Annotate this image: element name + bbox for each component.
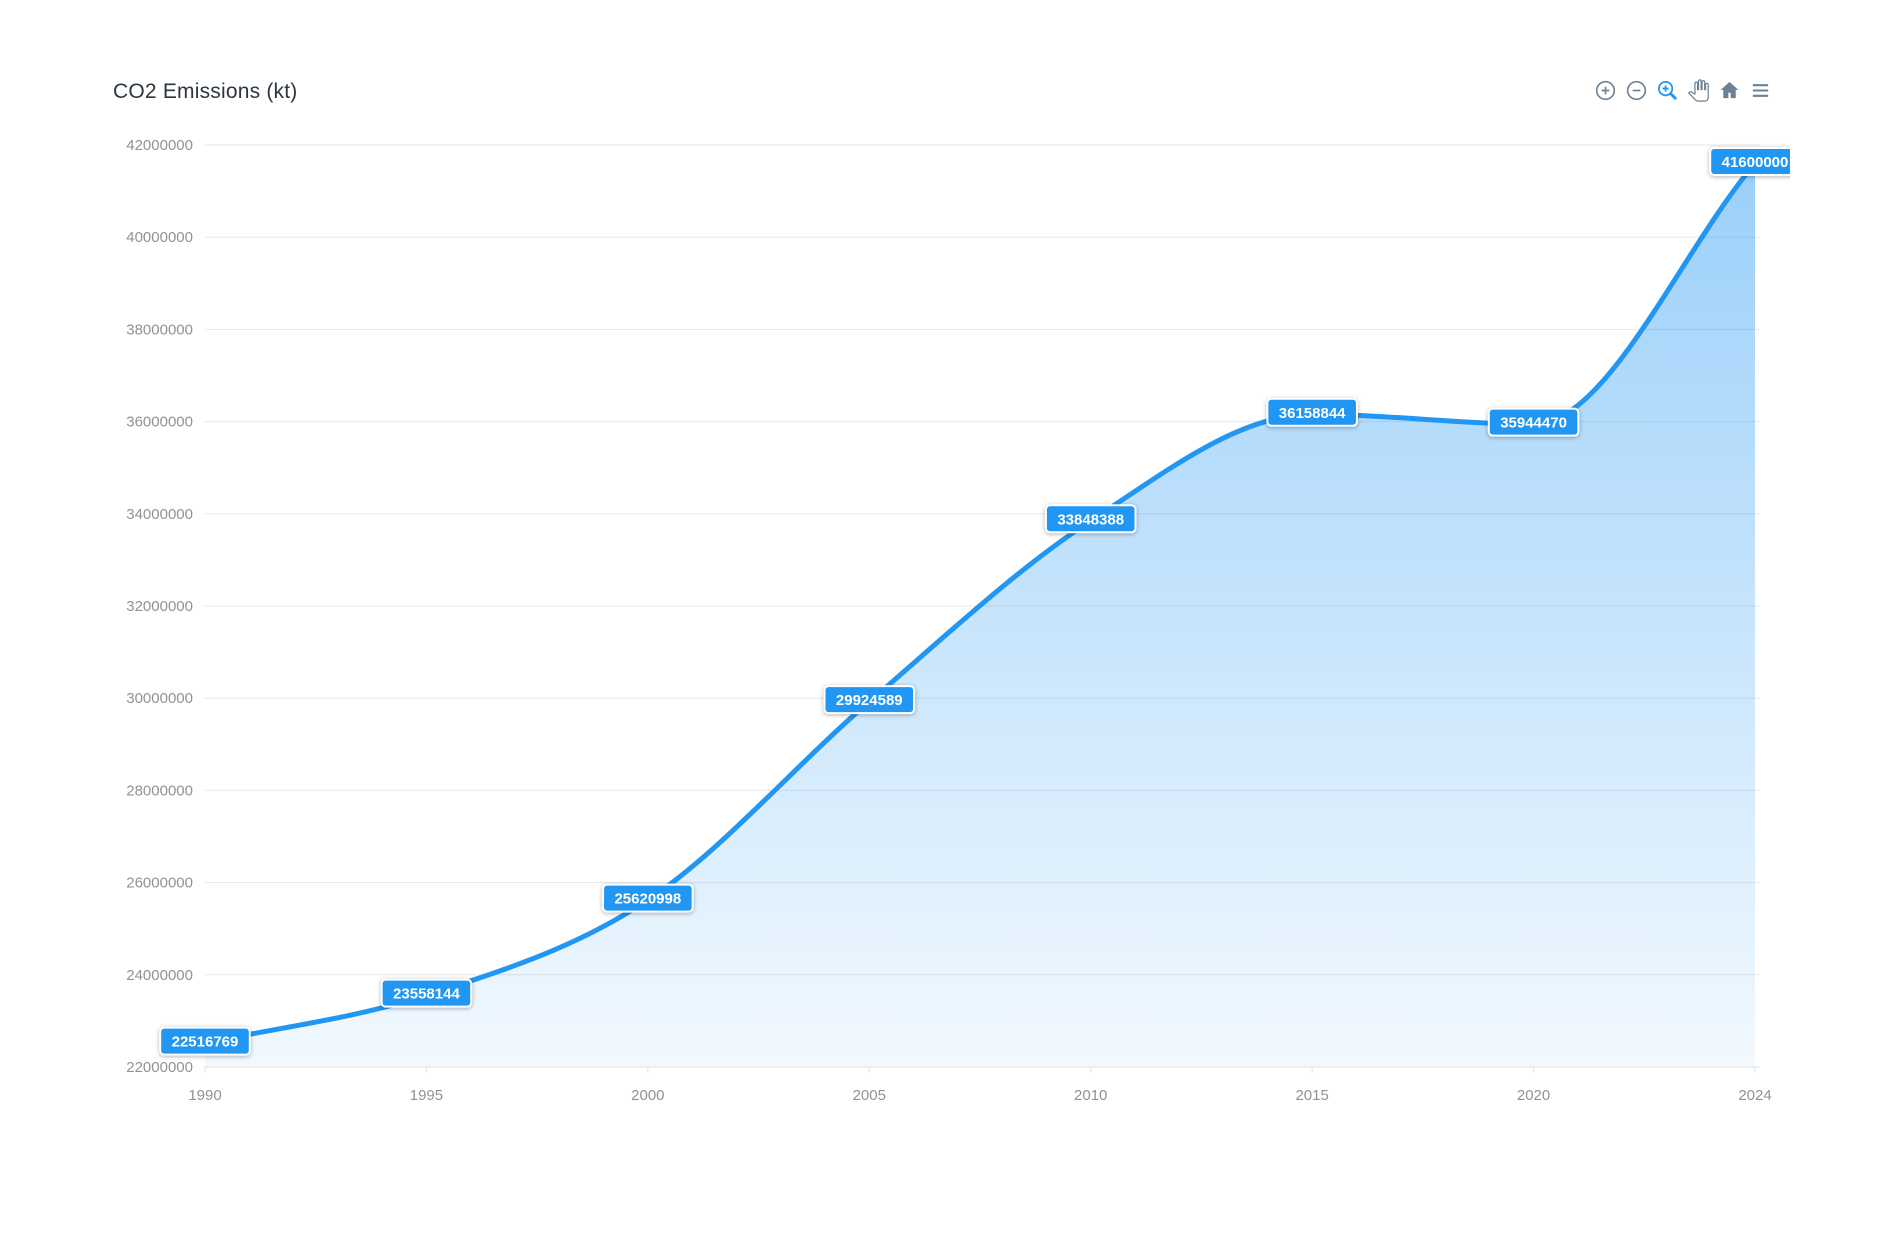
data-label: 36158844 bbox=[1266, 397, 1358, 427]
zoom-out-icon[interactable] bbox=[1624, 78, 1649, 103]
data-label: 25620998 bbox=[602, 883, 694, 913]
y-axis-label: 34000000 bbox=[126, 506, 193, 523]
co2-emissions-chart[interactable]: 42000000 40000000 38000000 36000000 34000000… bbox=[90, 110, 1790, 1120]
data-label: 35944470 bbox=[1487, 407, 1580, 437]
y-axis-labels: 42000000 40000000 38000000 36000000 34000000… bbox=[126, 137, 193, 1076]
y-axis-label: 22000000 bbox=[126, 1059, 193, 1076]
y-axis-label: 36000000 bbox=[126, 414, 193, 431]
chart-toolbar bbox=[1593, 78, 1773, 103]
svg-text:25620998: 25620998 bbox=[614, 891, 681, 908]
menu-icon[interactable] bbox=[1748, 78, 1773, 103]
y-axis-label: 24000000 bbox=[126, 967, 193, 984]
y-axis-label: 42000000 bbox=[126, 137, 193, 154]
data-label: 22516769 bbox=[159, 1026, 251, 1056]
chart-title: CO2 Emissions (kt) bbox=[113, 80, 298, 103]
svg-text:29924589: 29924589 bbox=[836, 692, 903, 709]
data-label: 33848388 bbox=[1044, 504, 1137, 534]
y-axis-label: 28000000 bbox=[126, 782, 193, 799]
y-axis-label: 26000000 bbox=[126, 875, 193, 892]
svg-text:35944470: 35944470 bbox=[1500, 415, 1567, 432]
data-label: 41600000 bbox=[1709, 146, 1790, 176]
svg-text:41600000: 41600000 bbox=[1722, 154, 1789, 171]
home-icon[interactable] bbox=[1717, 78, 1742, 103]
x-axis-label: 2020 bbox=[1517, 1087, 1550, 1104]
x-axis-label: 2005 bbox=[853, 1087, 886, 1104]
svg-text:22516769: 22516769 bbox=[172, 1034, 239, 1051]
x-axis-label: 1995 bbox=[410, 1087, 443, 1104]
pan-icon[interactable] bbox=[1686, 78, 1711, 103]
x-axis-label: 1990 bbox=[188, 1087, 221, 1104]
area-fill bbox=[205, 163, 1755, 1067]
svg-text:33848388: 33848388 bbox=[1057, 511, 1124, 528]
x-axis-labels: 1990 1995 2000 2005 2010 2015 2020 2024 bbox=[188, 1067, 1772, 1104]
x-axis-label: 2010 bbox=[1074, 1087, 1107, 1104]
data-label: 23558144 bbox=[380, 978, 473, 1008]
y-axis-label: 40000000 bbox=[126, 229, 193, 246]
zoom-in-icon[interactable] bbox=[1593, 78, 1618, 103]
y-axis-label: 30000000 bbox=[126, 690, 193, 707]
x-axis-label: 2024 bbox=[1738, 1087, 1771, 1104]
x-axis-label: 2000 bbox=[631, 1087, 664, 1104]
data-labels: 22516769 23558144 25620998 29924589 33848388… bbox=[159, 146, 1790, 1056]
y-axis-label: 38000000 bbox=[126, 321, 193, 338]
svg-text:23558144: 23558144 bbox=[393, 986, 460, 1003]
y-axis-label: 32000000 bbox=[126, 598, 193, 615]
selection-zoom-icon[interactable] bbox=[1655, 78, 1680, 103]
x-axis-label: 2015 bbox=[1295, 1087, 1328, 1104]
svg-text:36158844: 36158844 bbox=[1279, 405, 1346, 422]
data-label: 29924589 bbox=[823, 685, 916, 715]
